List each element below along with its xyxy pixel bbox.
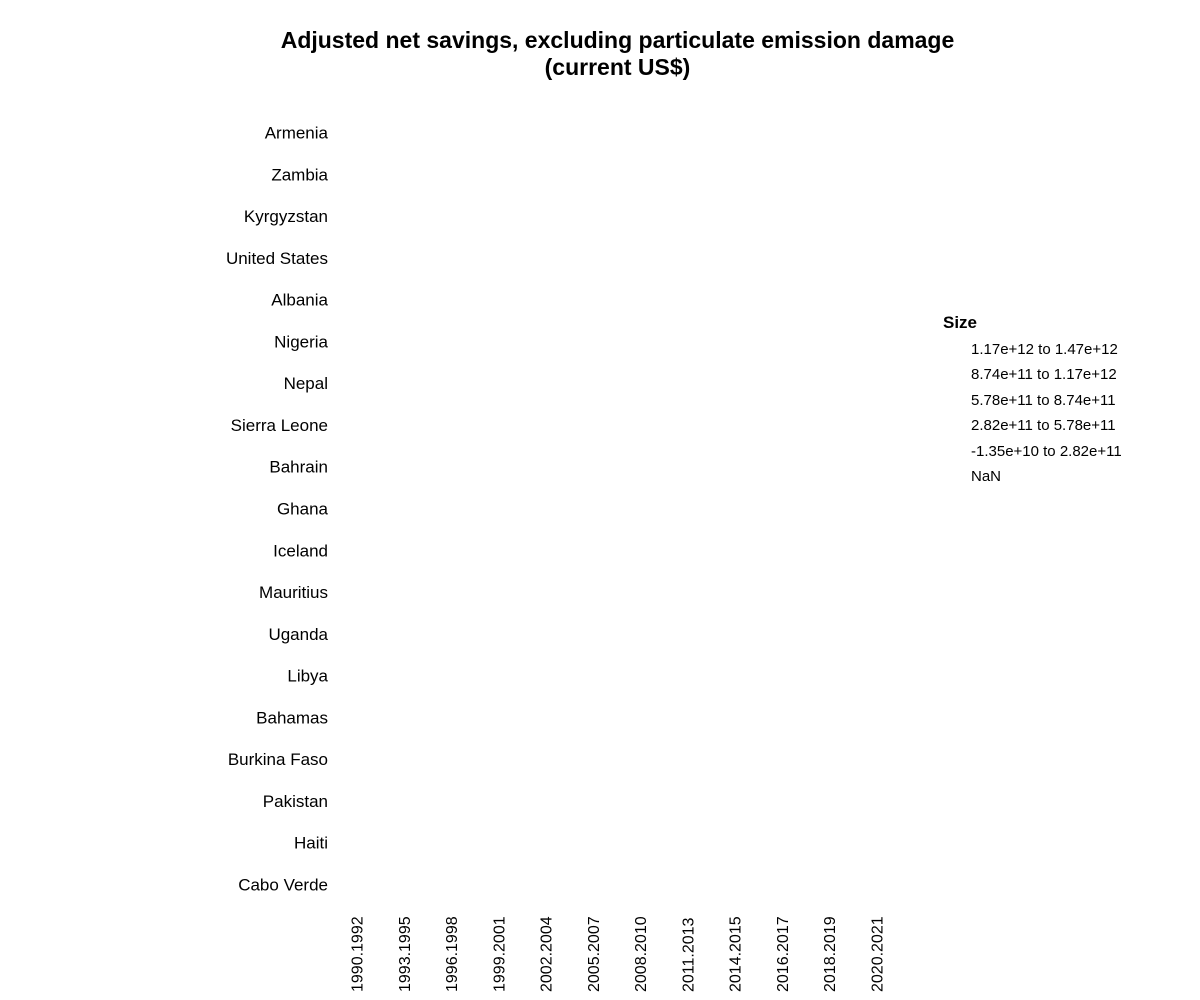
x-tick-label: 1993.1995 xyxy=(397,916,414,992)
x-axis-ticks: 1990.1992 1993.1995 1996.1998 1999.2001 2002… xyxy=(350,916,887,992)
x-tick-label: 2011.2013 xyxy=(680,917,697,992)
x-tick-label: 2008.2010 xyxy=(633,916,650,992)
chart-title: Adjusted net savings, excluding particul… xyxy=(160,27,1075,81)
y-tick-label: Cabo Verde xyxy=(238,876,328,895)
y-tick-label: Sierra Leone xyxy=(231,416,328,435)
y-tick-label: Libya xyxy=(287,667,328,686)
legend-item: 8.74e+11 to 1.17e+12 xyxy=(971,366,1117,384)
y-tick-label: Uganda xyxy=(268,625,328,644)
y-tick-label: Iceland xyxy=(273,541,328,560)
y-tick-label: Mauritius xyxy=(259,583,328,602)
legend-item: NaN xyxy=(971,468,1002,486)
legend-item: -1.35e+10 to 2.82e+11 xyxy=(971,442,1122,460)
x-tick-label: 1990.1992 xyxy=(350,916,367,992)
y-tick-label: Albania xyxy=(271,291,328,310)
legend-title: Size xyxy=(943,313,978,332)
chart-title-line: Adjusted net savings, excluding particul… xyxy=(280,27,955,53)
y-tick-label: Ghana xyxy=(277,500,329,519)
legend: Size 1.17e+12 to 1.47e+12 8.74e+11 to 1.1… xyxy=(943,312,1122,489)
x-tick-label: 2018.2019 xyxy=(822,916,839,992)
y-tick-label: United States xyxy=(226,249,328,268)
legend-item: 5.78e+11 to 8.74e+11 xyxy=(971,391,1116,409)
legend-item: 1.17e+12 to 1.47e+12 xyxy=(971,341,1118,358)
y-tick-label: Zambia xyxy=(271,165,328,184)
x-tick-label: 1999.2001 xyxy=(491,916,508,992)
y-tick-label: Armenia xyxy=(265,124,329,143)
x-tick-label: 1996.1998 xyxy=(444,916,461,992)
y-axis-ticks: Armenia Zambia Kyrgyzstan United States Alba… xyxy=(226,124,329,895)
chart-subtitle: (current US$) xyxy=(544,54,691,80)
x-tick-label: 2005.2007 xyxy=(586,916,603,992)
y-tick-label: Nepal xyxy=(284,374,328,393)
x-tick-label: 2014.2015 xyxy=(728,916,745,992)
y-tick-label: Bahamas xyxy=(256,708,328,727)
legend-item: 2.82e+11 to 5.78e+11 xyxy=(971,417,1116,435)
y-tick-label: Burkina Faso xyxy=(228,750,328,769)
y-tick-label: Kyrgyzstan xyxy=(244,207,328,226)
x-tick-label: 2016.2017 xyxy=(775,916,792,992)
x-tick-label: 2020.2021 xyxy=(870,916,887,992)
y-tick-label: Haiti xyxy=(294,834,328,853)
y-tick-label: Pakistan xyxy=(263,792,328,811)
x-tick-label: 2002.2004 xyxy=(539,916,556,992)
y-tick-label: Bahrain xyxy=(269,458,328,477)
y-tick-label: Nigeria xyxy=(274,332,328,351)
legend-items: 1.17e+12 to 1.47e+12 8.74e+11 to 1.17e+12… xyxy=(943,337,1122,489)
